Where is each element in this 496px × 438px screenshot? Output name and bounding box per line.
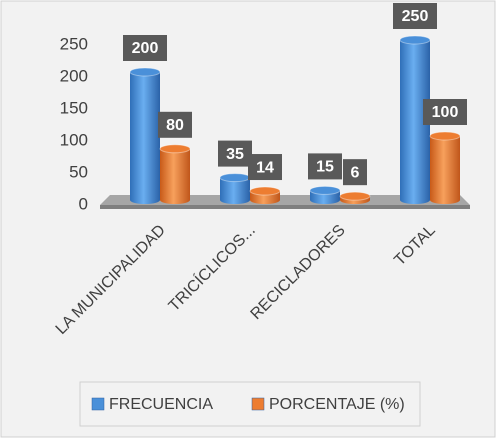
data-label-box bbox=[393, 3, 437, 29]
bar-top bbox=[309, 185, 341, 195]
y-tick-label: 200 bbox=[60, 66, 88, 85]
data-label-box bbox=[158, 111, 192, 138]
bar bbox=[160, 148, 190, 200]
bar bbox=[310, 190, 340, 200]
legend-label: FRECUENCIA bbox=[109, 396, 213, 413]
y-tick-label: 50 bbox=[69, 162, 88, 181]
bar-top bbox=[399, 35, 431, 45]
y-tick-label: 250 bbox=[60, 34, 88, 53]
bar-top bbox=[429, 131, 461, 141]
legend-box bbox=[79, 381, 421, 427]
bar-top bbox=[129, 67, 161, 77]
data-label-box bbox=[308, 153, 342, 180]
data-label: 200 bbox=[132, 40, 159, 57]
data-label-box bbox=[218, 140, 252, 167]
data-label-box bbox=[248, 154, 282, 181]
data-label-box bbox=[123, 35, 167, 61]
floor-edge bbox=[100, 205, 470, 209]
data-label: 250 bbox=[402, 8, 429, 25]
legend-label: PORCENTAJE (%) bbox=[269, 396, 405, 413]
data-label-box bbox=[343, 159, 367, 186]
bar bbox=[430, 136, 460, 200]
y-tick-label: 150 bbox=[60, 98, 88, 117]
bar bbox=[220, 177, 250, 200]
bar-top bbox=[159, 144, 191, 154]
legend-swatch bbox=[91, 397, 105, 411]
y-tick-label: 0 bbox=[79, 194, 88, 213]
data-label: 15 bbox=[316, 159, 334, 176]
bar-top bbox=[219, 173, 251, 183]
bar bbox=[130, 72, 160, 200]
data-label: 6 bbox=[351, 164, 360, 181]
data-label: 35 bbox=[226, 146, 244, 163]
bar-top bbox=[339, 191, 371, 201]
legend-swatch bbox=[251, 397, 265, 411]
data-label-box bbox=[423, 99, 467, 125]
bar bbox=[250, 191, 280, 200]
data-label: 100 bbox=[432, 104, 459, 121]
data-label: 14 bbox=[256, 159, 274, 176]
y-tick-label: 100 bbox=[60, 130, 88, 149]
data-label: 80 bbox=[166, 117, 184, 134]
bar-top bbox=[249, 186, 281, 196]
floor bbox=[100, 195, 470, 205]
